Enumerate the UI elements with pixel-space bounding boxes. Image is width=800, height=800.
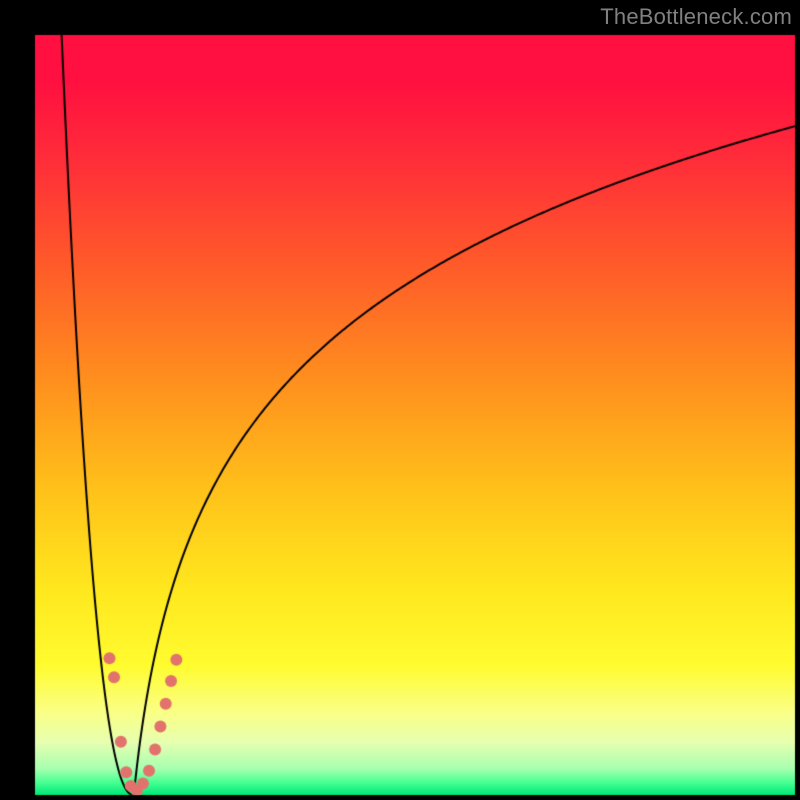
chart-stage: TheBottleneck.com xyxy=(0,0,800,800)
scatter-points xyxy=(0,0,800,800)
watermark-text: TheBottleneck.com xyxy=(600,4,792,30)
